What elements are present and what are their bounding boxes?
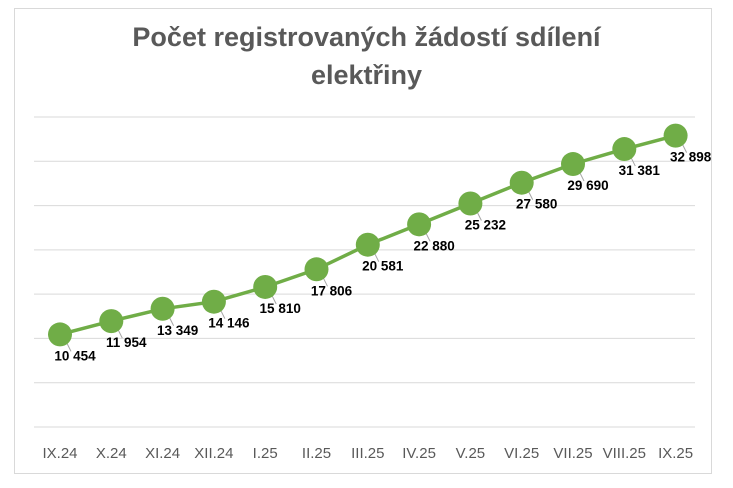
x-axis-labels: IX.24 X.24 XI.24 XII.24 I.25 II.25 III.25 IV.25…	[42, 445, 693, 462]
x-tick-label: III.25	[351, 445, 384, 462]
x-tick-label: IX.24	[42, 445, 77, 462]
data-labels: 10 454 11 954 13 349 14 146 15 810 17 806 20 5…	[54, 150, 711, 364]
x-tick-label: IV.25	[402, 445, 436, 462]
data-point	[150, 296, 175, 321]
data-point	[561, 152, 585, 177]
data-point	[201, 289, 226, 314]
data-points	[48, 123, 688, 347]
data-point	[48, 322, 72, 347]
data-label: 32 898	[670, 150, 712, 165]
data-label: 15 810	[260, 301, 301, 316]
data-point	[663, 123, 688, 148]
x-tick-label: VII.25	[553, 445, 592, 462]
data-label: 10 454	[54, 348, 96, 363]
data-label: 20 581	[362, 259, 404, 274]
data-label: 29 690	[567, 178, 608, 193]
data-label: 11 954	[106, 335, 147, 350]
data-point	[253, 274, 278, 299]
data-point	[407, 212, 432, 237]
data-label: 17 806	[311, 283, 353, 298]
chart-title-line-1: Počet registrovaných žádostí sdílení	[132, 22, 601, 52]
data-point	[458, 191, 483, 216]
x-tick-label: II.25	[302, 445, 331, 462]
x-tick-label: V.25	[456, 445, 485, 462]
data-point	[612, 137, 637, 162]
data-label: 22 880	[413, 238, 454, 253]
x-tick-label: XII.24	[194, 445, 233, 462]
data-point	[99, 309, 124, 334]
chart-title-line-2: elektřiny	[310, 60, 423, 90]
x-tick-label: XI.24	[145, 445, 180, 462]
x-tick-label: X.24	[96, 445, 127, 462]
x-tick-label: VIII.25	[603, 445, 646, 462]
data-point	[355, 232, 380, 257]
x-tick-label: IX.25	[658, 445, 693, 462]
gridlines	[34, 116, 695, 428]
data-point	[304, 257, 329, 282]
data-label: 25 232	[465, 218, 506, 233]
data-label: 31 381	[619, 163, 661, 178]
data-label: 27 580	[516, 197, 557, 212]
x-tick-label: VI.25	[504, 445, 539, 462]
chart-title: Počet registrovaných žádostí sdílení ele…	[0, 18, 733, 94]
data-label: 13 349	[157, 323, 198, 338]
data-label: 14 146	[208, 316, 250, 331]
data-point	[509, 170, 534, 195]
x-tick-label: I.25	[253, 445, 278, 462]
